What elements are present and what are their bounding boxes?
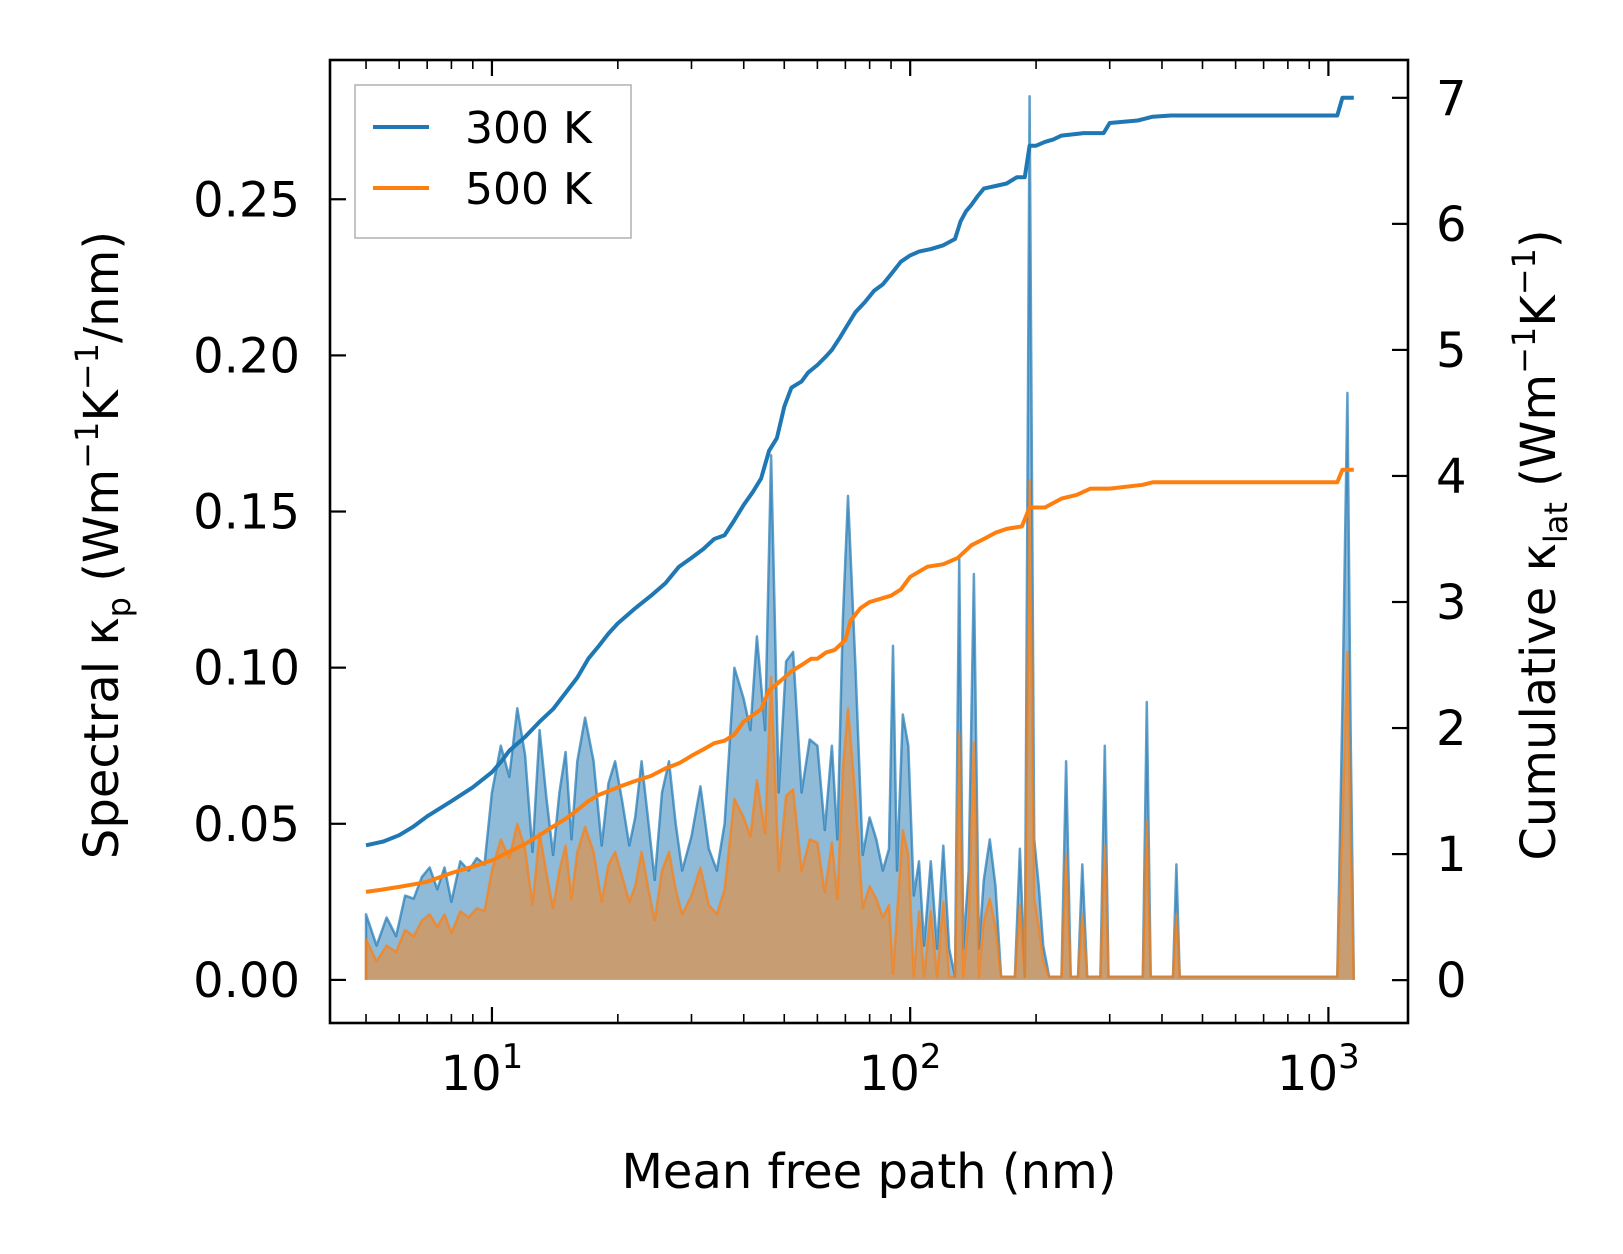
y-left-title-unit-c: /nm) (74, 231, 130, 343)
legend-label-500k: 500 K (465, 164, 593, 215)
y-left-tick-label: 0.15 (193, 485, 300, 541)
y-left-title-prefix: Spectral κ (74, 617, 130, 859)
x-tick-label-base: 10 (1277, 1046, 1338, 1102)
y-left-title-sup2: −1 (68, 343, 106, 390)
y-right-title-prefix: Cumulative κ (1511, 543, 1567, 861)
y-left-title-sub: p (100, 597, 138, 617)
legend-label-300k: 300 K (465, 103, 593, 154)
y-right-tick-label: 6 (1436, 197, 1467, 253)
tick-group: 101 102 1030.000.050.100.150.200.250123456… (193, 60, 1467, 1102)
y-left-title-unit-a: (Wm (74, 469, 130, 597)
legend: 300 K 500 K (354, 84, 632, 239)
x-tick-label: 103 (1277, 1037, 1360, 1102)
x-tick-label-base: 10 (859, 1046, 920, 1102)
cumulative-500k-line (365, 467, 1354, 894)
y-right-tick-label: 2 (1436, 701, 1467, 757)
y-axis-right-title: Cumulative κlat (Wm−1K−1) (1505, 229, 1575, 860)
y-right-title-sup2: −1 (1505, 248, 1543, 295)
y-left-tick-label: 0.20 (193, 328, 300, 384)
y-right-title-sub: lat (1537, 502, 1575, 543)
y-left-tick-label: 0.10 (193, 641, 300, 697)
y-left-title-unit-b: K (74, 389, 130, 422)
cumulative-line-group (365, 95, 1354, 894)
y-right-title-unit-c: ) (1511, 229, 1567, 248)
cumulative-300k-line (365, 95, 1354, 848)
y-left-tick-label: 0.00 (193, 953, 300, 1009)
y-left-tick-label: 0.25 (193, 172, 300, 228)
y-right-tick-label: 3 (1436, 575, 1467, 631)
y-right-tick-label: 5 (1436, 323, 1467, 379)
y-right-title-unit-b: K (1511, 294, 1567, 327)
y-right-tick-label: 4 (1436, 449, 1467, 505)
y-right-tick-label: 7 (1436, 71, 1467, 127)
x-tick-label-exponent: 2 (920, 1037, 942, 1077)
y-right-tick-label: 1 (1436, 827, 1467, 883)
x-tick-label: 101 (441, 1037, 524, 1102)
y-right-title-sup1: −1 (1505, 327, 1543, 374)
legend-box (354, 84, 632, 239)
x-tick-label-exponent: 1 (502, 1037, 524, 1077)
x-tick-label: 102 (859, 1037, 942, 1102)
x-tick-label-exponent: 3 (1338, 1037, 1360, 1077)
y-left-tick-label: 0.05 (193, 797, 300, 853)
x-axis-title: Mean free path (nm) (622, 1144, 1117, 1200)
y-right-title-unit-a: (Wm (1511, 374, 1567, 502)
x-tick-label-base: 10 (441, 1046, 502, 1102)
y-left-title-sup1: −1 (68, 422, 106, 469)
y-right-tick-label: 0 (1436, 953, 1467, 1009)
y-axis-left-title: Spectral κp (Wm−1K−1/nm) (68, 231, 138, 859)
